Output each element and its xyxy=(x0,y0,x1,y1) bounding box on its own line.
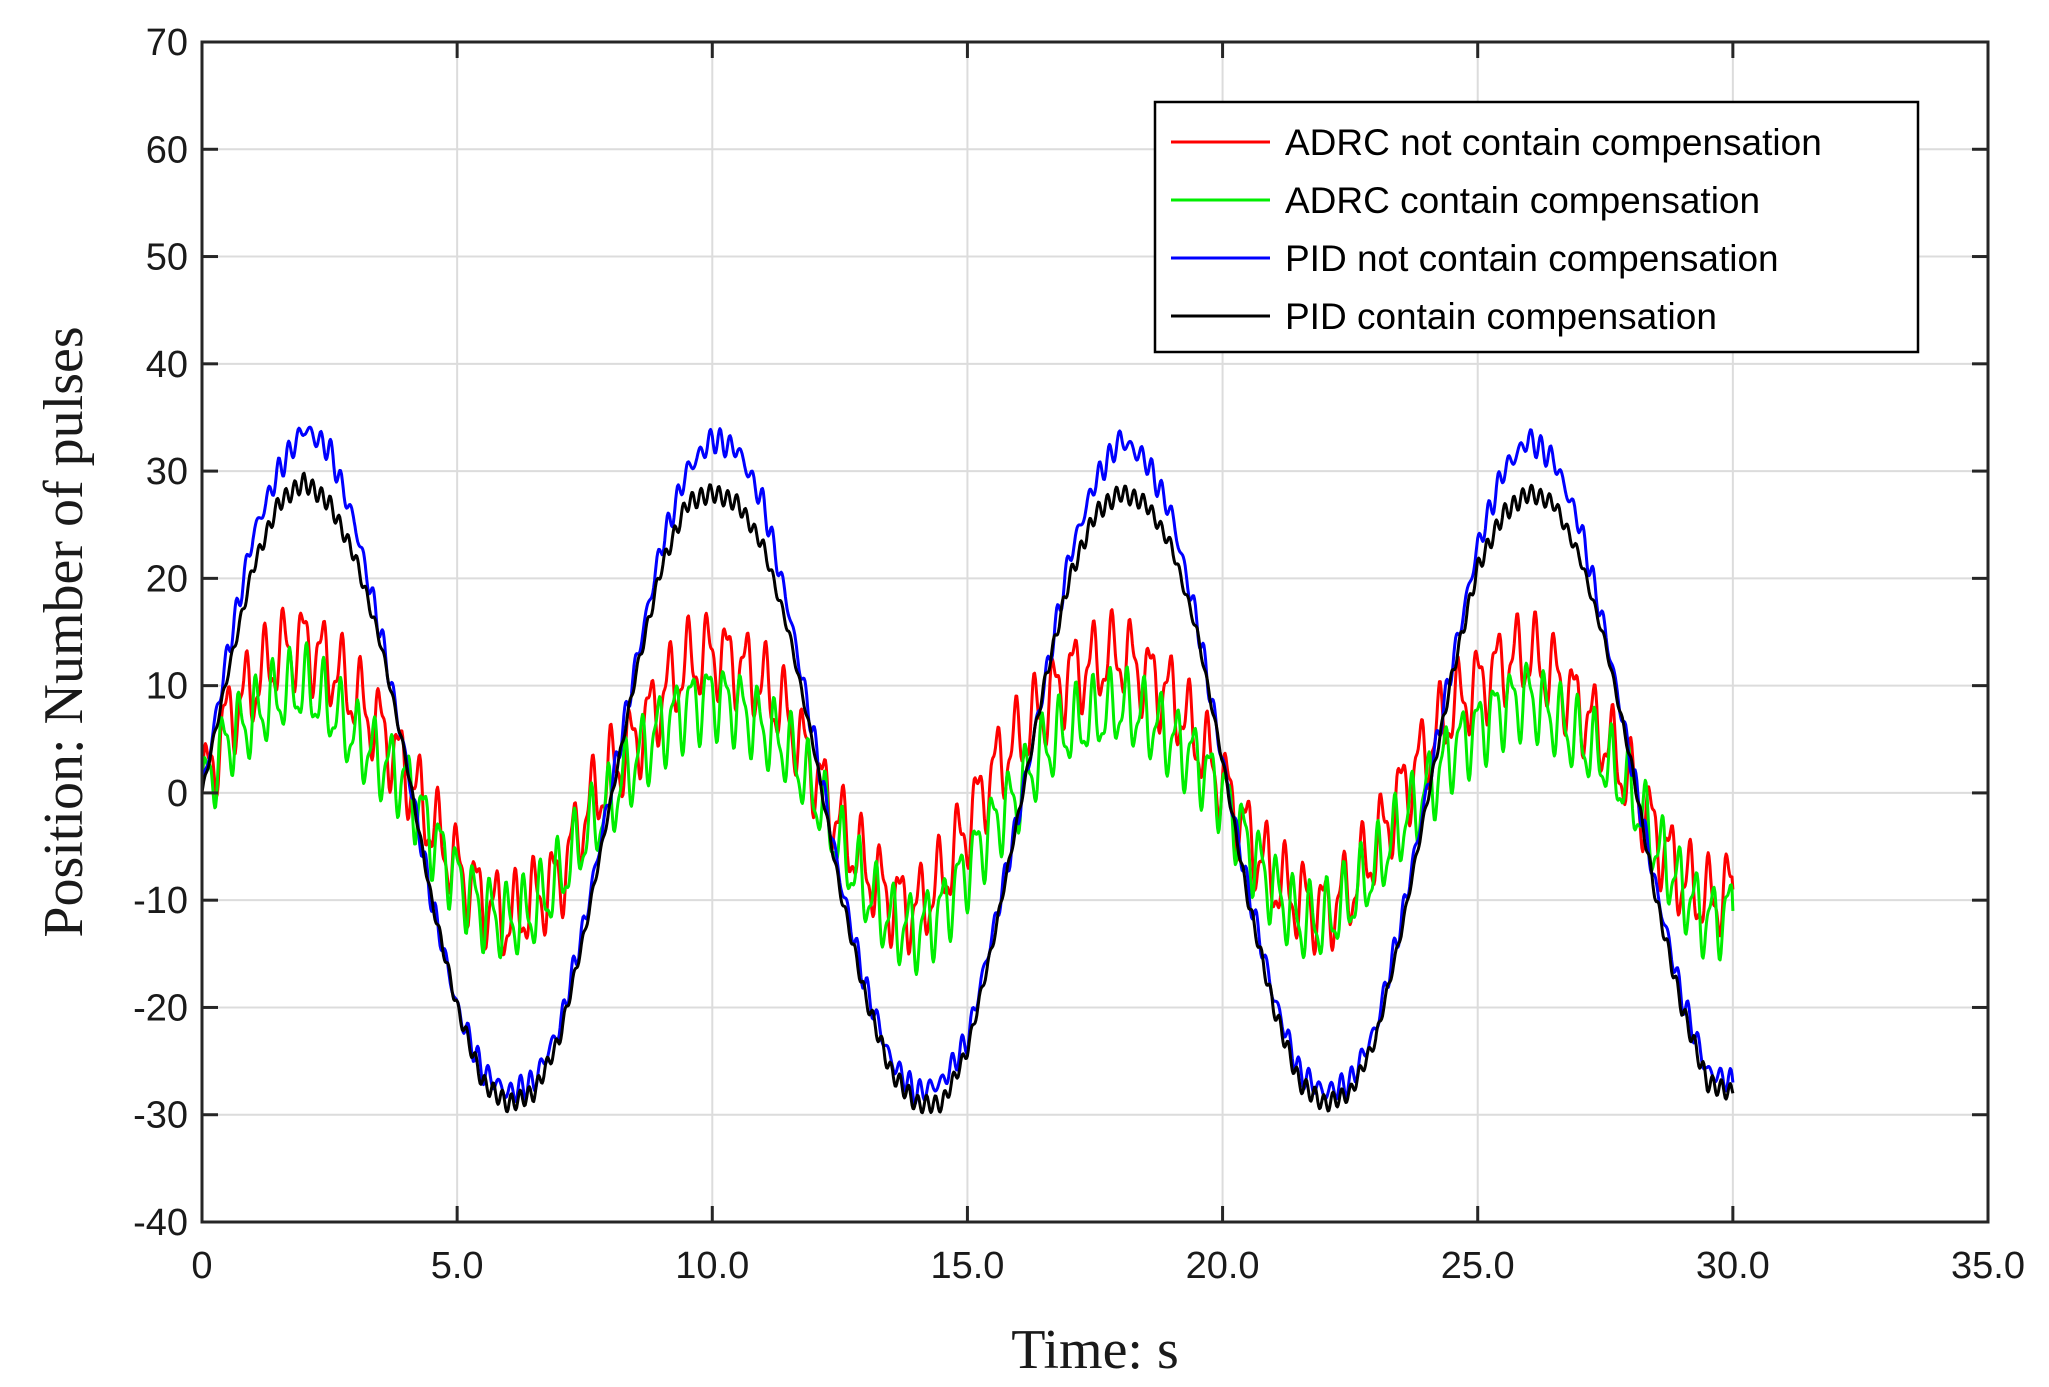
legend-item: ADRC contain compensation xyxy=(1171,180,1760,221)
x-tick-label: 15.0 xyxy=(930,1245,1004,1287)
x-axis-title: Time: s xyxy=(1011,1319,1179,1381)
legend-box xyxy=(1153,100,1920,354)
legend: ADRC not contain compensation ADRC contai… xyxy=(1153,100,1920,354)
y-tick-label: 30 xyxy=(146,451,188,493)
y-tick-label: -10 xyxy=(133,880,188,922)
series-lines xyxy=(200,425,1735,1115)
legend-label: ADRC not contain compensation xyxy=(1285,122,1822,163)
x-tick-label: 25.0 xyxy=(1441,1245,1515,1287)
y-tick-label: 0 xyxy=(167,773,188,815)
series-4 xyxy=(200,471,1735,1115)
axis-ticks xyxy=(200,40,1990,1224)
legend-item: ADRC not contain compensation xyxy=(1171,122,1822,163)
y-axis-title: Position: Number of pulses xyxy=(33,326,95,937)
series-1 xyxy=(200,606,1735,957)
x-tick-label: 35.0 xyxy=(1951,1245,2025,1287)
legend-item: PID not contain compensation xyxy=(1171,238,1779,279)
plot-frame xyxy=(200,40,1990,1224)
y-tick-label: -30 xyxy=(133,1095,188,1137)
y-tick-label: -40 xyxy=(133,1202,188,1244)
series-2 xyxy=(200,641,1735,976)
series-line-1 xyxy=(200,606,1735,957)
legend-label: PID not contain compensation xyxy=(1285,238,1779,279)
x-tick-label: 10.0 xyxy=(675,1245,749,1287)
x-tick-labels: 0 5.0 10.0 15.0 20.0 25.0 30.0 35.0 xyxy=(191,1245,2025,1287)
y-tick-label: 60 xyxy=(146,129,188,171)
series-line-4 xyxy=(200,471,1735,1115)
x-tick-label: 30.0 xyxy=(1696,1245,1770,1287)
y-tick-label: 10 xyxy=(146,666,188,708)
legend-label: ADRC contain compensation xyxy=(1285,180,1760,221)
y-tick-label: 20 xyxy=(146,558,188,600)
legend-label: PID contain compensation xyxy=(1285,296,1717,337)
x-tick-label: 0 xyxy=(191,1245,212,1287)
x-tick-label: 20.0 xyxy=(1186,1245,1260,1287)
y-tick-label: -20 xyxy=(133,987,188,1029)
y-tick-label: 70 xyxy=(146,22,188,64)
y-tick-label: 40 xyxy=(146,344,188,386)
y-tick-labels: -40 -30 -20 -10 0 10 20 30 40 50 60 70 xyxy=(133,22,188,1244)
legend-item: PID contain compensation xyxy=(1171,296,1717,337)
series-line-2 xyxy=(200,641,1735,976)
y-tick-label: 50 xyxy=(146,237,188,279)
x-tick-label: 5.0 xyxy=(431,1245,484,1287)
